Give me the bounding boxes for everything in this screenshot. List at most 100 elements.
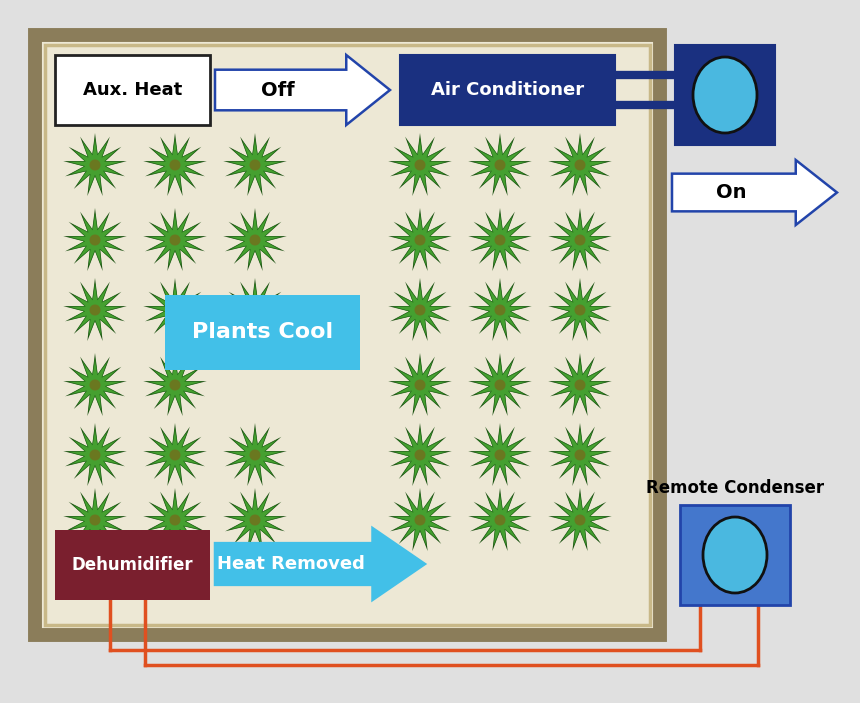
Polygon shape xyxy=(229,138,281,191)
FancyBboxPatch shape xyxy=(165,295,360,370)
Circle shape xyxy=(90,380,100,389)
Polygon shape xyxy=(229,494,281,546)
Polygon shape xyxy=(388,488,452,551)
Polygon shape xyxy=(69,429,121,480)
Circle shape xyxy=(575,515,585,525)
Text: Air Conditioner: Air Conditioner xyxy=(431,81,584,99)
Polygon shape xyxy=(394,494,446,546)
Circle shape xyxy=(415,380,425,389)
Circle shape xyxy=(495,380,505,389)
Polygon shape xyxy=(554,429,606,480)
Polygon shape xyxy=(144,133,206,196)
Polygon shape xyxy=(468,353,531,416)
Circle shape xyxy=(170,160,180,170)
Text: Off: Off xyxy=(261,81,295,100)
Polygon shape xyxy=(69,214,121,266)
FancyBboxPatch shape xyxy=(35,35,660,635)
Circle shape xyxy=(90,450,100,460)
Circle shape xyxy=(415,515,425,525)
Text: Heat Removed: Heat Removed xyxy=(217,555,365,573)
Polygon shape xyxy=(224,133,286,196)
Circle shape xyxy=(415,450,425,460)
Polygon shape xyxy=(548,488,611,551)
Circle shape xyxy=(250,515,260,525)
Polygon shape xyxy=(468,133,531,196)
Polygon shape xyxy=(394,284,446,335)
Circle shape xyxy=(495,160,505,170)
Text: On: On xyxy=(716,183,746,202)
Circle shape xyxy=(495,450,505,460)
Polygon shape xyxy=(548,133,611,196)
Polygon shape xyxy=(394,359,446,411)
Polygon shape xyxy=(224,488,286,551)
Polygon shape xyxy=(69,284,121,335)
Circle shape xyxy=(90,160,100,170)
FancyBboxPatch shape xyxy=(680,505,790,605)
Circle shape xyxy=(90,515,100,525)
Circle shape xyxy=(170,380,180,389)
Circle shape xyxy=(250,236,260,245)
Polygon shape xyxy=(69,494,121,546)
Polygon shape xyxy=(64,278,126,341)
Polygon shape xyxy=(64,488,126,551)
Polygon shape xyxy=(229,284,281,335)
FancyBboxPatch shape xyxy=(55,530,210,600)
Polygon shape xyxy=(144,423,206,486)
Polygon shape xyxy=(224,278,286,341)
Polygon shape xyxy=(215,528,425,600)
Polygon shape xyxy=(229,214,281,266)
Circle shape xyxy=(575,305,585,315)
Polygon shape xyxy=(554,138,606,191)
Circle shape xyxy=(415,305,425,315)
Circle shape xyxy=(170,450,180,460)
Polygon shape xyxy=(474,284,526,335)
Polygon shape xyxy=(548,353,611,416)
Polygon shape xyxy=(149,138,201,191)
Polygon shape xyxy=(548,208,611,271)
Polygon shape xyxy=(468,423,531,486)
Polygon shape xyxy=(144,488,206,551)
Polygon shape xyxy=(144,208,206,271)
Polygon shape xyxy=(474,214,526,266)
Polygon shape xyxy=(224,208,286,271)
FancyBboxPatch shape xyxy=(400,55,615,125)
Text: Aux. Heat: Aux. Heat xyxy=(83,81,182,99)
Text: Dehumidifier: Dehumidifier xyxy=(71,556,194,574)
Polygon shape xyxy=(149,284,201,335)
Text: Plants Cool: Plants Cool xyxy=(192,323,333,342)
Polygon shape xyxy=(388,423,452,486)
Polygon shape xyxy=(64,208,126,271)
Ellipse shape xyxy=(703,517,767,593)
Polygon shape xyxy=(388,133,452,196)
Polygon shape xyxy=(144,353,206,416)
Circle shape xyxy=(575,160,585,170)
Circle shape xyxy=(495,305,505,315)
Polygon shape xyxy=(468,278,531,341)
Circle shape xyxy=(495,236,505,245)
FancyBboxPatch shape xyxy=(675,45,775,145)
Circle shape xyxy=(170,236,180,245)
Circle shape xyxy=(250,450,260,460)
Circle shape xyxy=(90,236,100,245)
Circle shape xyxy=(575,380,585,389)
Polygon shape xyxy=(394,138,446,191)
Polygon shape xyxy=(69,359,121,411)
Circle shape xyxy=(575,236,585,245)
Circle shape xyxy=(495,515,505,525)
Polygon shape xyxy=(64,423,126,486)
Circle shape xyxy=(250,160,260,170)
Polygon shape xyxy=(64,353,126,416)
Polygon shape xyxy=(388,353,452,416)
Polygon shape xyxy=(548,278,611,341)
Polygon shape xyxy=(388,208,452,271)
Polygon shape xyxy=(474,138,526,191)
Polygon shape xyxy=(215,55,390,125)
Polygon shape xyxy=(554,494,606,546)
Polygon shape xyxy=(69,138,121,191)
Circle shape xyxy=(415,236,425,245)
Polygon shape xyxy=(468,208,531,271)
Polygon shape xyxy=(394,214,446,266)
Polygon shape xyxy=(149,429,201,480)
Polygon shape xyxy=(64,133,126,196)
Circle shape xyxy=(575,450,585,460)
